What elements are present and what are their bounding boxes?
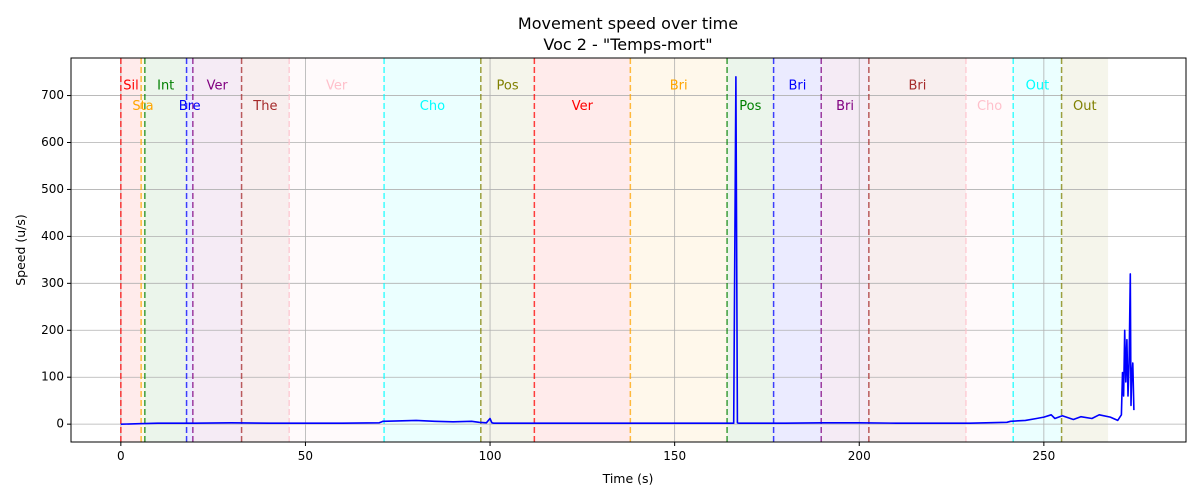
- segment-label: Bri: [908, 79, 926, 94]
- x-axis-label: Time (s): [602, 471, 654, 486]
- segment-label: Bri: [670, 79, 688, 94]
- segment-label: Ver: [326, 79, 348, 94]
- plot-frame: [70, 57, 1187, 443]
- segment-band: [868, 58, 966, 442]
- segment-bands: [120, 58, 1109, 442]
- speed-series-line: [120, 76, 1135, 425]
- segment-band: [821, 58, 869, 442]
- segment-band: [144, 58, 187, 442]
- ticks: 0 50 100 150 200 250 0 100 200 300 400 500 600 700: [41, 88, 1055, 463]
- segment-band: [186, 58, 193, 442]
- segment-label: Int: [157, 79, 174, 94]
- x-tick-label: 250: [1032, 449, 1055, 463]
- segment-label: Sta: [132, 99, 153, 114]
- y-tick-label: 600: [41, 135, 64, 149]
- x-tick-label: 200: [848, 449, 871, 463]
- y-axis-label: Speed (u/s): [13, 214, 28, 286]
- segment-band: [289, 58, 385, 442]
- segment-label: Bre: [179, 99, 201, 114]
- grid: [71, 58, 1186, 442]
- y-tick-label: 200: [41, 323, 64, 337]
- segment-label: Bri: [788, 79, 806, 94]
- segment-label: Out: [1073, 99, 1097, 114]
- chart-title: Movement speed over time: [518, 14, 738, 33]
- segment-band: [480, 58, 535, 442]
- y-tick-label: 0: [56, 417, 64, 431]
- segment-band: [534, 58, 631, 442]
- y-tick-label: 300: [41, 276, 64, 290]
- x-tick-label: 0: [117, 449, 125, 463]
- segment-label: Sil: [123, 79, 138, 94]
- segment-band: [1013, 58, 1062, 442]
- segment-label: Pos: [497, 79, 519, 94]
- segment-label: Cho: [420, 99, 445, 114]
- segment-band: [241, 58, 290, 442]
- y-tick-label: 500: [41, 182, 64, 196]
- series: [120, 76, 1135, 425]
- segment-label: Bri: [836, 99, 854, 114]
- chart-subtitle: Voc 2 - "Temps-mort": [543, 35, 712, 54]
- y-tick-label: 400: [41, 229, 64, 243]
- segment-band: [773, 58, 822, 442]
- segment-label: Out: [1026, 79, 1050, 94]
- segment-label: The: [252, 99, 277, 114]
- segment-band: [141, 58, 145, 442]
- segment-label: Cho: [977, 99, 1002, 114]
- segment-boundaries: [120, 58, 1063, 442]
- segment-band: [384, 58, 481, 442]
- y-tick-label: 700: [41, 88, 64, 102]
- segment-label: Ver: [572, 99, 594, 114]
- x-tick-label: 150: [663, 449, 686, 463]
- segment-band: [192, 58, 242, 442]
- y-tick-label: 100: [41, 370, 64, 384]
- segment-band: [120, 58, 142, 442]
- x-tick-label: 50: [298, 449, 313, 463]
- segment-label: Ver: [207, 79, 229, 94]
- segment-band: [630, 58, 728, 442]
- x-tick-label: 100: [479, 449, 502, 463]
- segment-labels: Sil Sta Int Bre Ver The Ver Cho Pos Ver Bri Pos Bri B…: [123, 79, 1096, 114]
- segment-band: [965, 58, 1014, 442]
- segment-label: Pos: [739, 99, 761, 114]
- segment-band: [1061, 58, 1109, 442]
